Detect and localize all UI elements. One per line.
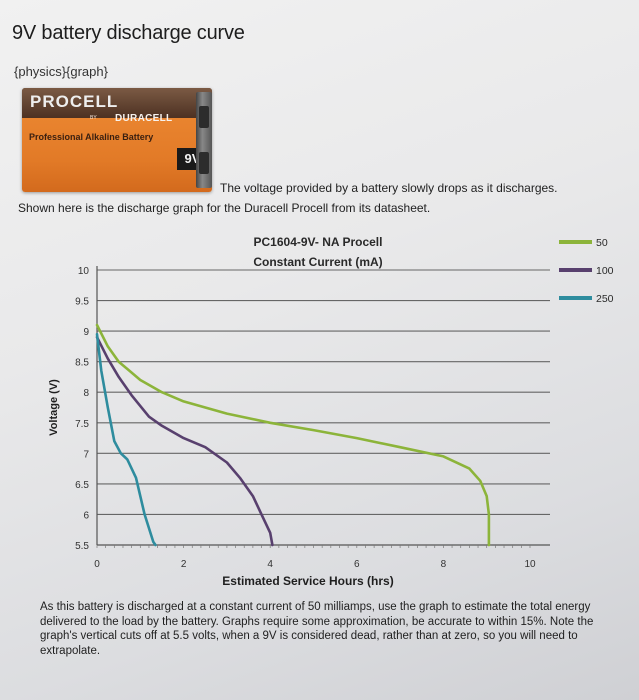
legend-label-50: 50 — [596, 237, 608, 249]
x-tick-label-8: 8 — [441, 559, 447, 570]
y-tick-label-6.5: 6.5 — [75, 480, 89, 491]
series-line-50 — [95, 323, 491, 547]
y-tick-label-6: 6 — [83, 510, 89, 521]
x-tick-label-10: 10 — [524, 559, 536, 570]
y-tick-label-8: 8 — [83, 388, 89, 399]
x-tick-label-2: 2 — [181, 559, 187, 570]
legend-label-250: 250 — [596, 293, 614, 305]
battery-top-band — [22, 88, 212, 118]
battery-description: Professional Alkaline Battery — [29, 132, 154, 142]
x-tick-label-0: 0 — [94, 559, 100, 570]
intro-line-2: Shown here is the discharge graph for th… — [18, 201, 431, 215]
y-tick-label-5.5: 5.5 — [75, 541, 89, 552]
chart-subtitle: Constant Current (mA) — [253, 255, 382, 269]
x-axis-label: Estimated Service Hours (hrs) — [222, 574, 393, 588]
question-text: As this battery is discharged at a const… — [40, 601, 594, 657]
terminal-nub-top — [199, 106, 209, 128]
battery-terminal — [196, 92, 212, 188]
x-tick-label-4: 4 — [267, 559, 273, 570]
y-tick-label-7.5: 7.5 — [75, 419, 89, 430]
chart-title: PC1604-9V- NA Procell — [254, 235, 383, 249]
intro-line-1: The voltage provided by a battery slowly… — [220, 181, 558, 195]
y-tick-label-10: 10 — [78, 266, 90, 277]
terminal-nub-bottom — [199, 152, 209, 174]
topic-tags: {physics}{graph} — [14, 64, 108, 79]
battery-brand: PROCELL — [30, 92, 119, 111]
y-tick-label-9.5: 9.5 — [75, 297, 89, 308]
battery-sub-brand: DURACELL — [115, 113, 173, 124]
battery-sub-brand-prefix: BY — [90, 115, 97, 121]
y-tick-label-7: 7 — [83, 449, 89, 460]
y-tick-label-9: 9 — [83, 327, 89, 338]
y-tick-label-8.5: 8.5 — [75, 358, 89, 369]
battery-photo: PROCELL BY DURACELL Professional Alkalin… — [22, 88, 212, 192]
page-title: 9V battery discharge curve — [12, 22, 245, 44]
x-tick-label-6: 6 — [354, 559, 360, 570]
series-line-100 — [95, 335, 274, 547]
legend-label-100: 100 — [596, 265, 614, 277]
series-line-250 — [95, 332, 157, 547]
y-axis-label: Voltage (V) — [48, 379, 60, 436]
